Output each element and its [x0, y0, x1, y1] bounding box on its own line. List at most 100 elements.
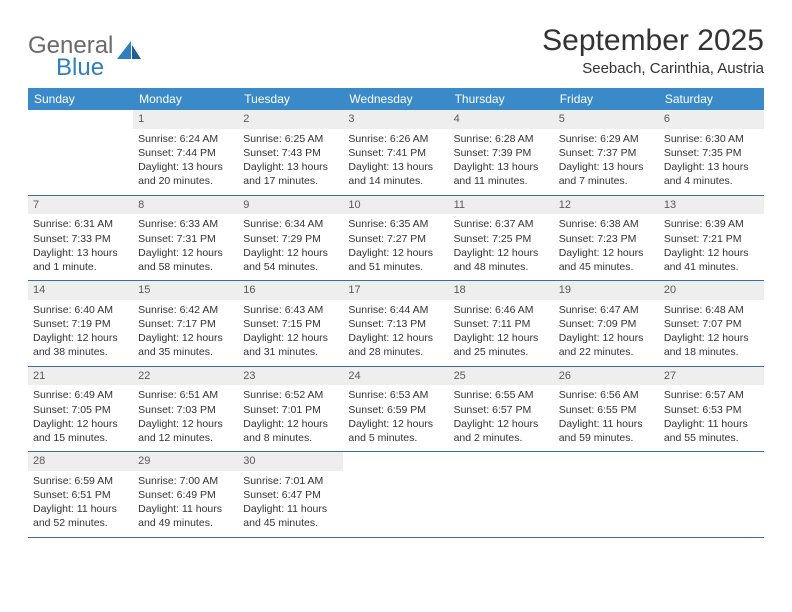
- day-cell: 22Sunrise: 6:51 AMSunset: 7:03 PMDayligh…: [133, 367, 238, 452]
- daylight-line: Daylight: 12 hours and 5 minutes.: [348, 417, 443, 445]
- day-cell: 19Sunrise: 6:47 AMSunset: 7:09 PMDayligh…: [554, 281, 659, 366]
- sunset-line: Sunset: 7:33 PM: [33, 232, 128, 246]
- day-number: 21: [28, 367, 133, 386]
- daylight-line: Daylight: 12 hours and 31 minutes.: [243, 331, 338, 359]
- day-number: 15: [133, 281, 238, 300]
- day-cell: 26Sunrise: 6:56 AMSunset: 6:55 PMDayligh…: [554, 367, 659, 452]
- day-cell: 27 Sunrise: 6:57 AMSunset: 6:53 PMDayligh…: [659, 367, 764, 452]
- day-number: 2: [238, 110, 343, 129]
- day-info: Sunrise: 6:28 AMSunset: 7:39 PMDaylight:…: [454, 132, 549, 189]
- logo-sail-icon: [117, 39, 143, 61]
- week-row: 1Sunrise: 6:24 AMSunset: 7:44 PMDaylight…: [28, 110, 764, 196]
- day-info: Sunrise: 6:47 AMSunset: 7:09 PMDaylight:…: [559, 303, 654, 360]
- sunset-line: Sunset: 7:31 PM: [138, 232, 233, 246]
- day-cell: 5Sunrise: 6:29 AMSunset: 7:37 PMDaylight…: [554, 110, 659, 195]
- day-info: Sunrise: 7:01 AMSunset: 6:47 PMDaylight:…: [243, 474, 338, 531]
- weekday-header: Sunday: [28, 88, 133, 110]
- daylight-line: Daylight: 11 hours and 52 minutes.: [33, 502, 128, 530]
- daylight-line: Daylight: 13 hours and 14 minutes.: [348, 160, 443, 188]
- day-info: Sunrise: 6:25 AMSunset: 7:43 PMDaylight:…: [243, 132, 338, 189]
- day-cell: 3Sunrise: 6:26 AMSunset: 7:41 PMDaylight…: [343, 110, 448, 195]
- daylight-line: Daylight: 12 hours and 25 minutes.: [454, 331, 549, 359]
- sunset-line: Sunset: 6:49 PM: [138, 488, 233, 502]
- empty-day-cell: [343, 452, 448, 537]
- day-number: 27: [659, 367, 764, 386]
- daylight-line: Daylight: 12 hours and 12 minutes.: [138, 417, 233, 445]
- sunset-line: Sunset: 7:39 PM: [454, 146, 549, 160]
- day-info: Sunrise: 6:40 AMSunset: 7:19 PMDaylight:…: [33, 303, 128, 360]
- day-cell: 18 Sunrise: 6:46 AMSunset: 7:11 PMDayligh…: [449, 281, 554, 366]
- sunrise-line: Sunrise: 6:53 AM: [348, 388, 443, 402]
- day-number: 17: [343, 281, 448, 300]
- day-info: Sunrise: 6:44 AMSunset: 7:13 PMDaylight:…: [348, 303, 443, 360]
- sunrise-line: Sunrise: 6:30 AM: [664, 132, 759, 146]
- day-cell: 12Sunrise: 6:38 AMSunset: 7:23 PMDayligh…: [554, 196, 659, 281]
- sunset-line: Sunset: 7:05 PM: [33, 403, 128, 417]
- daylight-line: Daylight: 12 hours and 48 minutes.: [454, 246, 549, 274]
- day-number: 13: [659, 196, 764, 215]
- sunrise-line: Sunrise: 6:34 AM: [243, 217, 338, 231]
- day-info: Sunrise: 6:49 AMSunset: 7:05 PMDaylight:…: [33, 388, 128, 445]
- daylight-line: Daylight: 12 hours and 58 minutes.: [138, 246, 233, 274]
- daylight-line: Daylight: 11 hours and 45 minutes.: [243, 502, 338, 530]
- day-number: 6: [659, 110, 764, 129]
- calendar: SundayMondayTuesdayWednesdayThursdayFrid…: [28, 88, 764, 538]
- day-number: 28: [28, 452, 133, 471]
- day-cell: 29Sunrise: 7:00 AMSunset: 6:49 PMDayligh…: [133, 452, 238, 537]
- sunrise-line: Sunrise: 6:47 AM: [559, 303, 654, 317]
- logo: General Blue: [28, 34, 143, 80]
- sunset-line: Sunset: 7:41 PM: [348, 146, 443, 160]
- sunset-line: Sunset: 6:51 PM: [33, 488, 128, 502]
- sunrise-line: Sunrise: 6:46 AM: [454, 303, 549, 317]
- day-cell: 17 Sunrise: 6:44 AMSunset: 7:13 PMDayligh…: [343, 281, 448, 366]
- day-cell: 15Sunrise: 6:42 AMSunset: 7:17 PMDayligh…: [133, 281, 238, 366]
- daylight-line: Daylight: 12 hours and 18 minutes.: [664, 331, 759, 359]
- day-cell: 10Sunrise: 6:35 AMSunset: 7:27 PMDayligh…: [343, 196, 448, 281]
- empty-day-cell: [28, 110, 133, 195]
- month-title: September 2025: [542, 24, 764, 58]
- day-number: 18: [449, 281, 554, 300]
- day-cell: 13 Sunrise: 6:39 AMSunset: 7:21 PMDayligh…: [659, 196, 764, 281]
- sunset-line: Sunset: 6:53 PM: [664, 403, 759, 417]
- sunrise-line: Sunrise: 6:43 AM: [243, 303, 338, 317]
- day-number: 12: [554, 196, 659, 215]
- sunrise-line: Sunrise: 6:38 AM: [559, 217, 654, 231]
- day-info: Sunrise: 6:29 AMSunset: 7:37 PMDaylight:…: [559, 132, 654, 189]
- day-cell: 9Sunrise: 6:34 AMSunset: 7:29 PMDaylight…: [238, 196, 343, 281]
- day-number: 16: [238, 281, 343, 300]
- day-number: 29: [133, 452, 238, 471]
- daylight-line: Daylight: 13 hours and 11 minutes.: [454, 160, 549, 188]
- day-number: 14: [28, 281, 133, 300]
- weekday-header: Friday: [554, 88, 659, 110]
- day-number: 24: [343, 367, 448, 386]
- day-info: Sunrise: 6:39 AMSunset: 7:21 PMDaylight:…: [664, 217, 759, 274]
- sunset-line: Sunset: 7:27 PM: [348, 232, 443, 246]
- sunrise-line: Sunrise: 6:33 AM: [138, 217, 233, 231]
- day-info: Sunrise: 6:43 AMSunset: 7:15 PMDaylight:…: [243, 303, 338, 360]
- sunset-line: Sunset: 7:23 PM: [559, 232, 654, 246]
- sunrise-line: Sunrise: 6:52 AM: [243, 388, 338, 402]
- sunrise-line: Sunrise: 6:51 AM: [138, 388, 233, 402]
- day-info: Sunrise: 6:52 AMSunset: 7:01 PMDaylight:…: [243, 388, 338, 445]
- sunrise-line: Sunrise: 6:24 AM: [138, 132, 233, 146]
- day-cell: 11Sunrise: 6:37 AMSunset: 7:25 PMDayligh…: [449, 196, 554, 281]
- sunset-line: Sunset: 7:07 PM: [664, 317, 759, 331]
- sunset-line: Sunset: 6:55 PM: [559, 403, 654, 417]
- day-number: 25: [449, 367, 554, 386]
- sunset-line: Sunset: 7:44 PM: [138, 146, 233, 160]
- daylight-line: Daylight: 13 hours and 20 minutes.: [138, 160, 233, 188]
- sunrise-line: Sunrise: 6:57 AM: [664, 388, 759, 402]
- logo-line2: Blue: [56, 56, 113, 80]
- sunrise-line: Sunrise: 7:01 AM: [243, 474, 338, 488]
- daylight-line: Daylight: 11 hours and 55 minutes.: [664, 417, 759, 445]
- weekday-header: Wednesday: [343, 88, 448, 110]
- day-number: 4: [449, 110, 554, 129]
- week-row: 28Sunrise: 6:59 AMSunset: 6:51 PMDayligh…: [28, 452, 764, 538]
- location: Seebach, Carinthia, Austria: [542, 60, 764, 77]
- day-number: 8: [133, 196, 238, 215]
- daylight-line: Daylight: 13 hours and 17 minutes.: [243, 160, 338, 188]
- day-cell: 2 Sunrise: 6:25 AMSunset: 7:43 PMDaylight…: [238, 110, 343, 195]
- logo-text: General Blue: [28, 34, 113, 80]
- day-info: Sunrise: 6:30 AMSunset: 7:35 PMDaylight:…: [664, 132, 759, 189]
- day-info: Sunrise: 6:46 AMSunset: 7:11 PMDaylight:…: [454, 303, 549, 360]
